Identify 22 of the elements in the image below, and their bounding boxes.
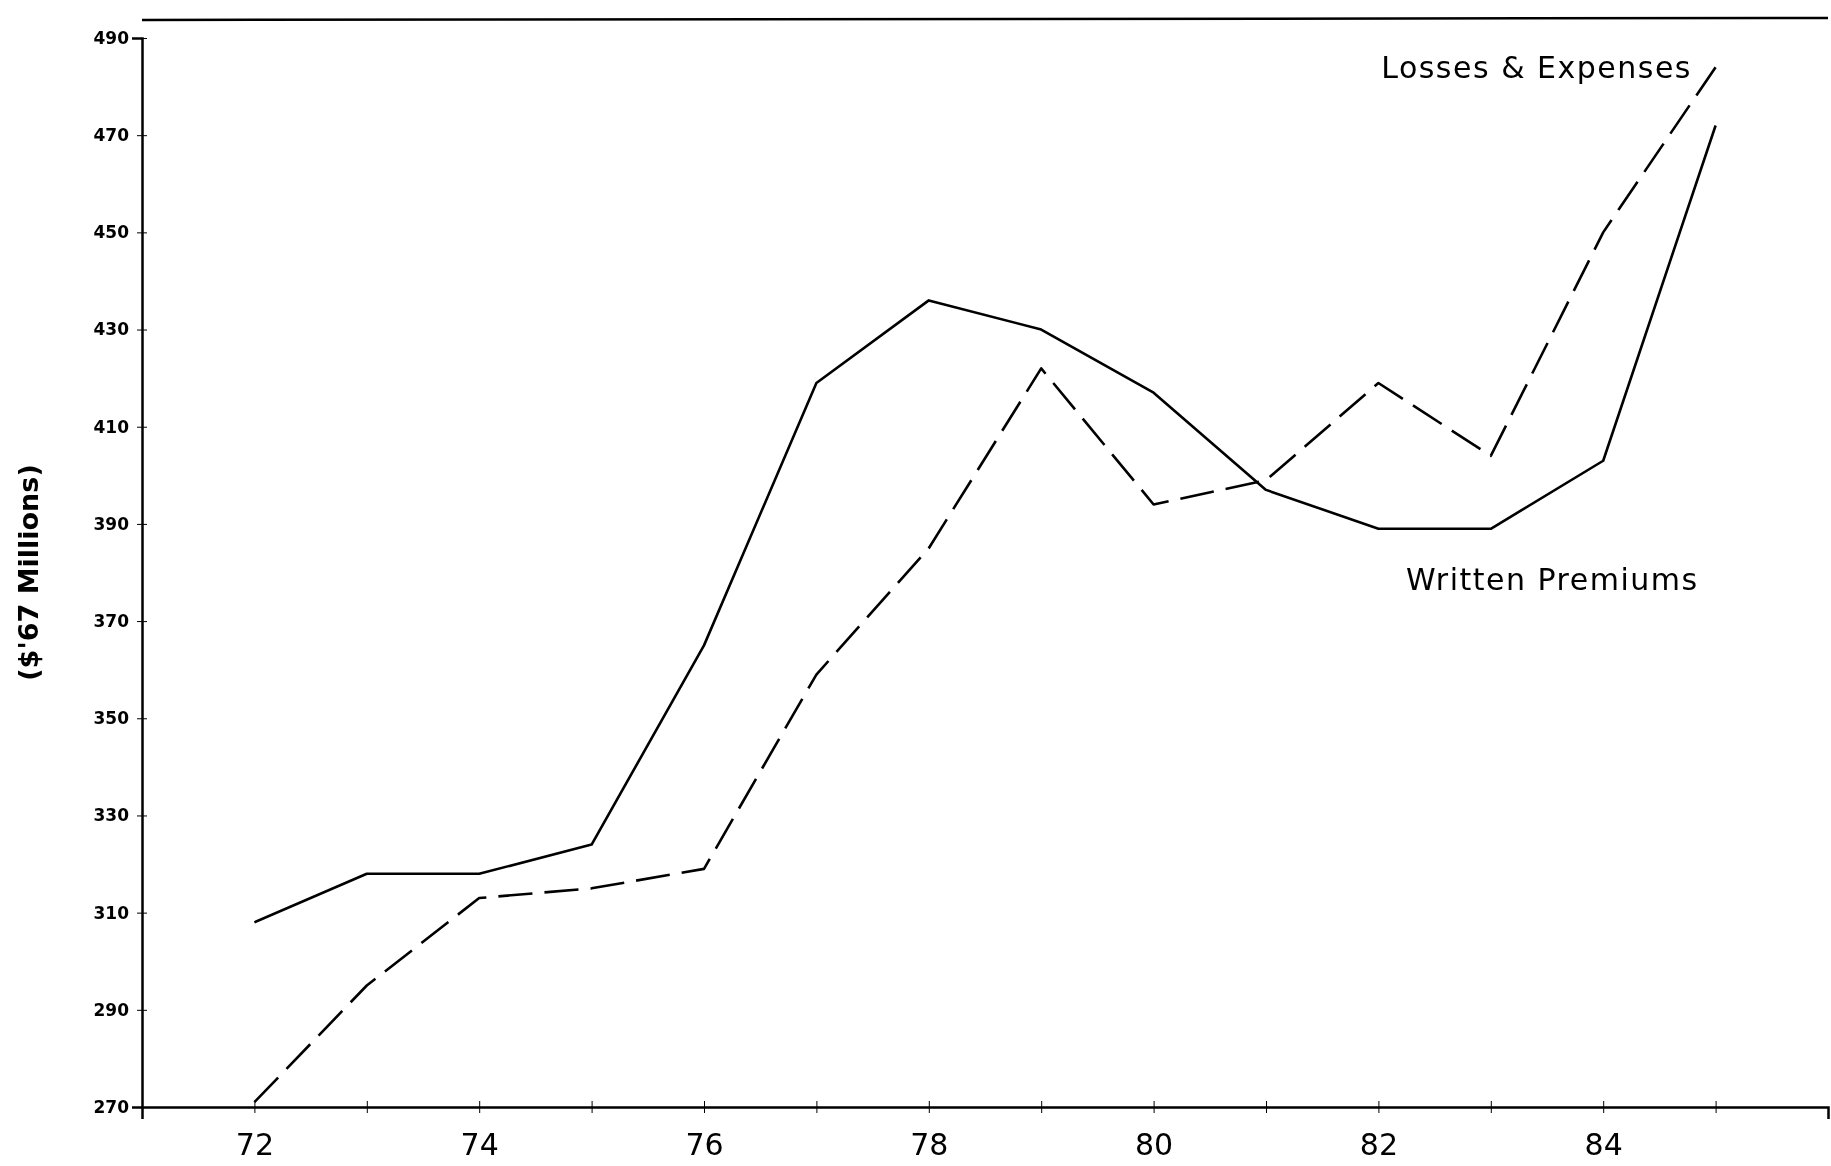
x-tick-label: 84 — [1584, 1127, 1623, 1162]
y-tick-label: 390 — [93, 513, 130, 534]
y-tick-label: 490 — [93, 27, 130, 48]
y-tick-label: 330 — [93, 805, 130, 826]
y-tick-label: 350 — [93, 708, 130, 729]
y-tick-label: 370 — [93, 611, 130, 632]
x-tick-label: 78 — [910, 1127, 949, 1162]
y-tick-label: 310 — [93, 902, 130, 923]
x-tick-label: 82 — [1359, 1127, 1398, 1162]
y-tick-label: 410 — [93, 416, 130, 437]
series-label: Losses & Expenses — [1381, 50, 1692, 85]
x-tick-label: 72 — [235, 1127, 274, 1162]
y-tick-label: 450 — [93, 222, 130, 243]
y-tick-label: 430 — [93, 319, 130, 340]
x-tick-label: 74 — [460, 1127, 499, 1162]
y-tick-label: 290 — [93, 999, 130, 1020]
x-tick-label: 80 — [1135, 1127, 1174, 1162]
y-tick-label: 270 — [93, 1096, 130, 1117]
series-label: Written Premiums — [1406, 562, 1699, 597]
y-axis-title: ($'67 Millions) — [13, 464, 44, 681]
y-tick-label: 470 — [93, 125, 130, 146]
x-tick-label: 76 — [685, 1127, 724, 1162]
